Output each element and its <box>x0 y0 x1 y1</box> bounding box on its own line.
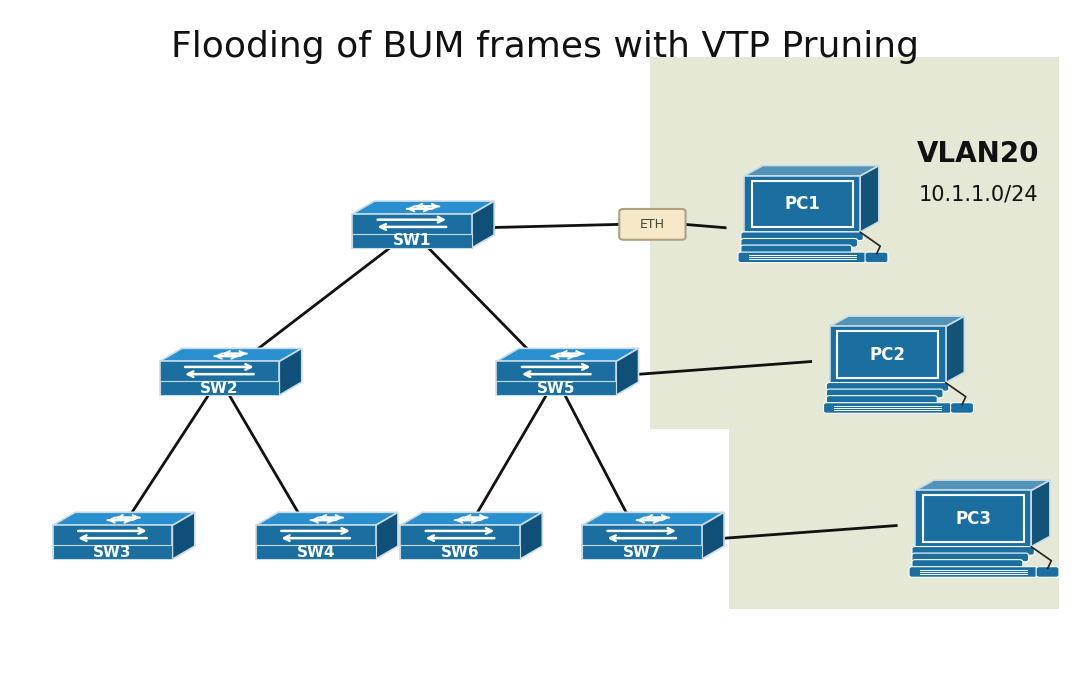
FancyBboxPatch shape <box>950 403 973 413</box>
FancyBboxPatch shape <box>1036 567 1059 577</box>
Text: Flooding of BUM frames with VTP Pruning: Flooding of BUM frames with VTP Pruning <box>171 30 920 64</box>
Text: PC2: PC2 <box>870 346 906 363</box>
Text: SW7: SW7 <box>623 544 661 559</box>
Polygon shape <box>255 525 375 559</box>
Polygon shape <box>496 381 616 395</box>
Polygon shape <box>744 176 860 232</box>
Polygon shape <box>496 348 638 361</box>
FancyBboxPatch shape <box>741 238 858 247</box>
Polygon shape <box>496 361 616 395</box>
Polygon shape <box>860 165 879 232</box>
Polygon shape <box>352 234 471 248</box>
Polygon shape <box>915 490 1031 546</box>
Polygon shape <box>519 512 542 559</box>
Polygon shape <box>837 331 938 378</box>
Polygon shape <box>279 348 302 395</box>
Polygon shape <box>159 348 302 361</box>
Polygon shape <box>829 316 964 326</box>
Polygon shape <box>752 180 853 227</box>
Polygon shape <box>582 525 702 559</box>
Text: SW1: SW1 <box>393 234 431 249</box>
Polygon shape <box>352 214 471 248</box>
FancyBboxPatch shape <box>912 553 1029 562</box>
Polygon shape <box>52 512 195 525</box>
FancyBboxPatch shape <box>865 252 888 263</box>
Polygon shape <box>375 512 398 559</box>
Text: SW5: SW5 <box>537 380 575 395</box>
Polygon shape <box>400 512 542 525</box>
Text: SW3: SW3 <box>93 544 132 559</box>
Polygon shape <box>159 381 279 395</box>
FancyBboxPatch shape <box>912 546 1034 555</box>
Text: VLAN20: VLAN20 <box>918 140 1040 168</box>
Polygon shape <box>616 348 638 395</box>
Polygon shape <box>52 525 172 559</box>
Text: SW4: SW4 <box>297 544 335 559</box>
Text: ETH: ETH <box>640 218 664 231</box>
Text: 10.1.1.0/24: 10.1.1.0/24 <box>919 184 1039 204</box>
FancyBboxPatch shape <box>741 232 863 240</box>
Polygon shape <box>650 57 1058 609</box>
FancyBboxPatch shape <box>826 389 943 398</box>
Polygon shape <box>159 361 279 395</box>
Polygon shape <box>582 512 724 525</box>
Polygon shape <box>1031 480 1050 546</box>
Polygon shape <box>400 545 519 559</box>
Polygon shape <box>915 480 1050 490</box>
FancyBboxPatch shape <box>909 567 1038 577</box>
Text: PC3: PC3 <box>956 510 991 527</box>
Polygon shape <box>582 545 702 559</box>
Text: SW2: SW2 <box>200 380 239 395</box>
Polygon shape <box>946 316 964 382</box>
FancyBboxPatch shape <box>826 382 949 391</box>
FancyBboxPatch shape <box>912 559 1022 568</box>
Polygon shape <box>923 495 1023 542</box>
Polygon shape <box>255 545 375 559</box>
Polygon shape <box>172 512 195 559</box>
Polygon shape <box>829 326 946 382</box>
Text: SW6: SW6 <box>441 544 479 559</box>
FancyBboxPatch shape <box>741 245 852 254</box>
Polygon shape <box>255 512 398 525</box>
Polygon shape <box>702 512 724 559</box>
Polygon shape <box>400 525 519 559</box>
FancyBboxPatch shape <box>824 403 951 413</box>
FancyBboxPatch shape <box>620 209 685 240</box>
FancyBboxPatch shape <box>738 252 866 263</box>
FancyBboxPatch shape <box>826 395 937 404</box>
Text: PC1: PC1 <box>784 195 820 213</box>
Polygon shape <box>352 201 494 214</box>
Polygon shape <box>52 545 172 559</box>
Polygon shape <box>744 165 879 176</box>
Polygon shape <box>471 201 494 248</box>
